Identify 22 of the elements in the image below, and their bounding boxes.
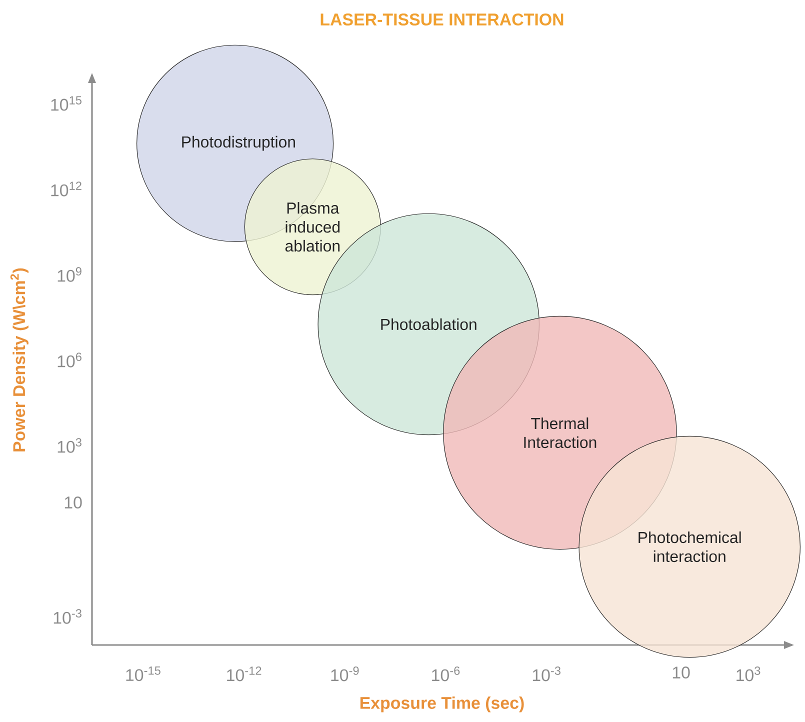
y-tick-label: 10: [64, 496, 82, 508]
x-tick-label: 10$^{-9}$: [331, 666, 359, 682]
y-tick-label: 10$^{-3}$: [54, 609, 82, 624]
y-tick-label: 10$^{15}$: [51, 96, 82, 111]
x-tick-label: 10$^{-3}$: [532, 666, 560, 682]
chart-title: LASER-TISSUE INTERACTION: [320, 14, 564, 26]
series-label: Thermal Interaction: [524, 417, 596, 448]
y-tick-label: 10$^{9}$: [58, 267, 82, 282]
x-tick-label: 10: [672, 666, 690, 679]
series-label: Photodistruption: [182, 136, 295, 151]
x-tick-label: 10$^{-12}$: [227, 666, 262, 682]
y-axis-title: Power Density (W\cm$^{2}$): [10, 268, 28, 452]
y-tick-label: 10$^{3}$: [58, 438, 82, 453]
y-tick-label: 10$^{6}$: [58, 352, 82, 368]
y-tick-label: 10$^{12}$: [51, 182, 82, 196]
x-tick-label: 10$^{-15}$: [126, 666, 160, 682]
x-tick-label: 10$^{-6}$: [432, 666, 460, 682]
x-axis-title: Exposure Time (sec): [360, 696, 524, 712]
series-label: Photochemical interaction: [638, 531, 741, 562]
x-tick-label: 10$^{3}$: [736, 666, 760, 682]
series-label: Plasma induced ablation: [285, 202, 340, 252]
series-label: Photoablation: [381, 318, 476, 330]
